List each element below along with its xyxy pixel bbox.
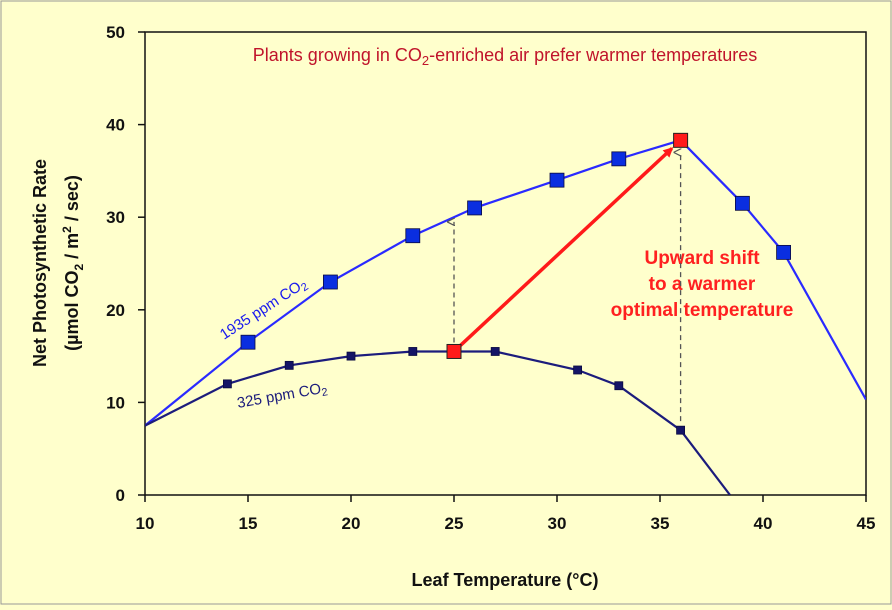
x-tick-label: 30 bbox=[548, 514, 567, 533]
tick-layer: 10 15 20 25 30 35 40 45 0 10 20 30 40 50 bbox=[106, 23, 875, 533]
y-tick-label: 30 bbox=[106, 208, 125, 227]
x-tick-label: 40 bbox=[754, 514, 773, 533]
data-point-325 bbox=[346, 351, 356, 361]
series-label-325: 325 ppm CO2 bbox=[236, 379, 329, 414]
series-line-1 bbox=[145, 350, 731, 495]
x-tick-label: 35 bbox=[651, 514, 670, 533]
data-point-325 bbox=[573, 365, 582, 375]
data-point-1935 bbox=[776, 244, 791, 260]
data-point-1935 bbox=[611, 151, 627, 167]
plot-frame bbox=[144, 31, 867, 496]
data-point-1935 bbox=[549, 172, 565, 188]
y-tick-label: 50 bbox=[106, 23, 125, 42]
annotation-line-1: Upward shift bbox=[644, 248, 760, 269]
x-tick-label: 10 bbox=[136, 514, 155, 533]
optimum-point-325 bbox=[446, 343, 462, 359]
y-tick-label: 20 bbox=[106, 301, 125, 320]
data-point-325 bbox=[222, 379, 232, 389]
y-tick-label: 10 bbox=[106, 393, 125, 412]
data-point-325 bbox=[676, 425, 685, 435]
data-point-325 bbox=[284, 360, 294, 370]
series-line-0 bbox=[145, 139, 866, 427]
plot-layer bbox=[145, 132, 866, 495]
shift-arrow bbox=[459, 147, 674, 347]
data-point-325 bbox=[490, 347, 500, 356]
data-point-325 bbox=[408, 347, 418, 356]
x-axis-title: Leaf Temperature (°C) bbox=[412, 570, 599, 590]
data-point-325 bbox=[614, 381, 624, 391]
y-axis-units: (µmol CO2 / m2 / sec) bbox=[60, 175, 86, 351]
chart-title: Plants growing in CO2-enriched air prefe… bbox=[253, 45, 757, 68]
x-tick-label: 15 bbox=[239, 514, 258, 533]
data-point-1935 bbox=[405, 228, 421, 244]
y-tick-label: 0 bbox=[116, 486, 125, 505]
y-tick-label: 40 bbox=[106, 116, 125, 135]
data-point-1935 bbox=[240, 334, 256, 350]
series-label-1935: 1935 ppm CO2 bbox=[217, 275, 311, 345]
data-point-1935 bbox=[467, 200, 483, 216]
data-point-1935 bbox=[322, 274, 338, 290]
x-tick-label: 25 bbox=[445, 514, 464, 533]
annotation-line-2: to a warmer bbox=[649, 274, 756, 295]
x-tick-label: 45 bbox=[857, 514, 876, 533]
y-axis-title: Net Photosynthetic Rate bbox=[30, 159, 50, 367]
annotation-line-3: optimal temperature bbox=[611, 300, 794, 321]
data-point-1935 bbox=[735, 195, 750, 211]
optimum-point-1935 bbox=[673, 132, 689, 148]
x-tick-label: 20 bbox=[342, 514, 361, 533]
